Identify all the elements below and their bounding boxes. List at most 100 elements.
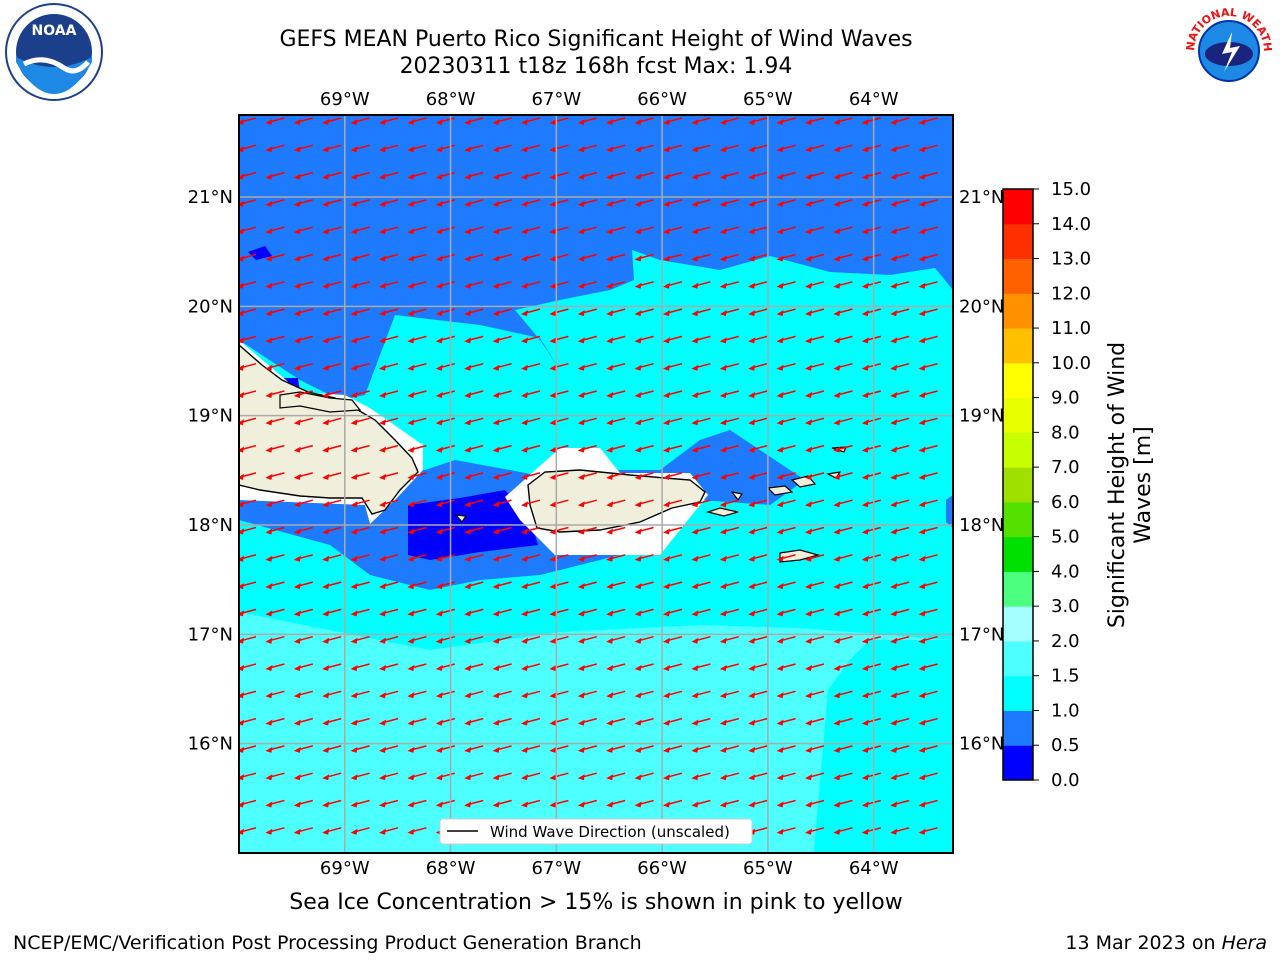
wave-direction-arrowhead: [861, 528, 869, 535]
wave-direction-arrowhead: [464, 419, 472, 426]
wave-direction-arrowhead: [918, 583, 926, 590]
wave-direction-arrowhead: [239, 637, 244, 644]
colorbar-segment: [1003, 397, 1033, 433]
wave-direction-arrowhead: [265, 419, 273, 426]
wave-direction-arrowhead: [691, 446, 699, 453]
wave-direction-arrowhead: [833, 364, 841, 371]
wave-direction-arrowhead: [239, 555, 244, 562]
longitude-label-bottom: 68°W: [426, 858, 476, 879]
wave-direction-arrowhead: [748, 200, 756, 207]
wave-direction-arrowhead: [748, 119, 756, 125]
wave-direction-arrowhead: [748, 419, 756, 426]
wave-direction-arrowhead: [890, 610, 898, 617]
wave-direction-arrowhead: [549, 528, 557, 535]
wave-direction-arrowhead: [322, 282, 330, 289]
wave-direction-arrowhead: [549, 555, 557, 562]
wave-direction-arrowhead: [549, 501, 557, 508]
wave-direction-arrowhead: [379, 583, 386, 590]
wave-direction-arrowhead: [492, 583, 500, 590]
wave-direction-arrowhead: [293, 610, 301, 617]
wave-direction-arrowhead: [776, 119, 784, 125]
wave-direction-arrowhead: [265, 528, 273, 535]
wave-direction-arrowhead: [606, 419, 614, 426]
wave-direction-arrowhead: [634, 692, 642, 699]
wave-direction-arrowhead: [435, 801, 443, 808]
wave-direction-arrowhead: [379, 337, 386, 344]
wave-direction-arrowhead: [521, 610, 528, 617]
wave-direction-arrowhead: [776, 610, 784, 617]
wave-direction-arrowhead: [350, 637, 358, 644]
wave-direction-arrowhead: [748, 337, 756, 344]
wave-direction-arrowhead: [833, 446, 841, 453]
wave-direction-arrowhead: [606, 255, 614, 262]
wave-direction-arrowhead: [918, 228, 926, 235]
wave-direction-arrowhead: [663, 692, 670, 699]
wave-direction-arrowhead: [293, 528, 301, 535]
wave-direction-arrowhead: [606, 200, 614, 207]
wave-direction-arrowhead: [748, 583, 756, 590]
wave-direction-arrowhead: [239, 310, 244, 317]
colorbar-tick-label: 1.0: [1051, 700, 1080, 721]
wave-direction-arrowhead: [776, 173, 784, 180]
wave-direction-arrowhead: [549, 392, 557, 398]
wave-direction-arrowhead: [407, 610, 415, 617]
footer-credit: NCEP/EMC/Verification Post Processing Pr…: [13, 932, 642, 954]
latitude-label-right: 16°N: [959, 734, 1004, 755]
wave-direction-arrowhead: [776, 200, 784, 207]
wave-direction-arrowhead: [918, 692, 926, 699]
wave-direction-arrowhead: [521, 419, 528, 426]
colorbar-segment: [1003, 675, 1033, 711]
wave-direction-arrowhead: [464, 665, 472, 671]
wave-direction-arrowhead: [293, 746, 301, 753]
wave-direction-arrowhead: [322, 828, 330, 835]
wave-direction-arrowhead: [748, 255, 756, 262]
wave-direction-arrowhead: [265, 364, 273, 371]
wave-direction-arrowhead: [776, 255, 784, 262]
wave-direction-arrowhead: [265, 473, 273, 480]
wave-direction-arrowhead: [464, 392, 472, 398]
wave-direction-arrowhead: [464, 364, 472, 371]
wave-direction-arrowhead: [350, 528, 358, 535]
wave-direction-arrowhead: [435, 665, 443, 671]
wave-direction-arrowhead: [918, 310, 926, 317]
wave-direction-arrowhead: [293, 583, 301, 590]
wave-direction-arrowhead: [322, 555, 330, 562]
wave-direction-arrowhead: [239, 583, 244, 590]
wave-direction-arrowhead: [577, 746, 585, 753]
wave-direction-arrowhead: [239, 337, 244, 344]
wave-direction-arrowhead: [379, 473, 386, 480]
wave-direction-arrowhead: [805, 828, 812, 835]
wave-direction-arrowhead: [293, 255, 301, 262]
wave-direction-arrowhead: [521, 583, 528, 590]
wave-direction-arrowhead: [918, 364, 926, 371]
wave-direction-arrowhead: [407, 282, 415, 289]
wave-direction-arrowhead: [322, 310, 330, 317]
wave-direction-arrowhead: [521, 173, 528, 180]
wave-direction-arrowhead: [379, 719, 386, 726]
colorbar-segment: [1003, 189, 1033, 225]
wave-direction-arrowhead: [407, 119, 415, 125]
wave-direction-arrowhead: [861, 200, 869, 207]
colorbar-tick-label: 0.5: [1051, 735, 1080, 756]
wave-direction-arrowhead: [464, 637, 472, 644]
wave-direction-arrowhead: [918, 446, 926, 453]
wave-direction-arrowhead: [265, 665, 273, 671]
colorbar-tick-label: 12.0: [1051, 283, 1091, 304]
wave-direction-arrowhead: [776, 665, 784, 671]
wave-direction-arrowhead: [805, 310, 812, 317]
wave-direction-arrowhead: [890, 719, 898, 726]
wave-direction-arrowhead: [776, 528, 784, 535]
wave-direction-arrowhead: [322, 446, 330, 453]
wave-direction-arrowhead: [748, 473, 756, 480]
wave-direction-arrowhead: [492, 528, 500, 535]
wave-direction-arrowhead: [861, 610, 869, 617]
wave-direction-arrowhead: [634, 665, 642, 671]
wave-direction-arrowhead: [464, 583, 472, 590]
longitude-label-bottom: 69°W: [320, 858, 370, 879]
wave-direction-arrowhead: [549, 282, 557, 289]
wave-direction-arrowhead: [293, 310, 301, 317]
wave-direction-arrowhead: [521, 146, 528, 153]
wave-direction-arrowhead: [577, 228, 585, 235]
wave-direction-arrowhead: [407, 583, 415, 590]
wave-direction-arrowhead: [606, 392, 614, 398]
